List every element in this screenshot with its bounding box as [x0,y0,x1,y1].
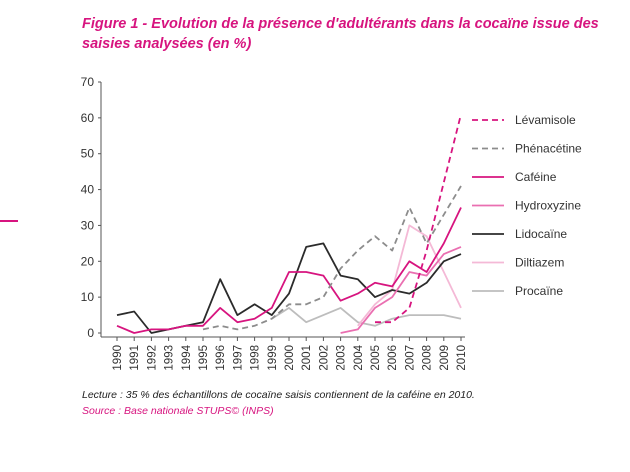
legend-label: Phénacétine [515,142,582,156]
figure-title: Figure 1 - Evolution de la présence d'ad… [82,16,599,52]
legend-label: Lidocaïne [515,227,567,241]
x-tick-label: 2009 [439,345,451,371]
legend-label: Diltiazem [515,256,564,270]
source-note: Source : Base nationale STUPS© (INPS) [82,405,274,417]
chart-axes: 0 10 20 30 40 50 60 70 1990 1991 1992 1993 1994 1995 1… [81,75,468,371]
x-tick-label: 2010 [456,345,468,371]
x-tick-label: 1995 [198,345,210,371]
reading-note: Lecture : 35 % des échantillons de cocaï… [82,389,475,401]
series-line-diltiazem [357,224,462,327]
legend-label: Lévamisole [515,113,576,127]
legend-label: Caféine [515,170,557,184]
x-tick-label: 2005 [370,345,382,371]
legend-label: Procaïne [515,284,563,298]
chart-series [116,114,462,334]
x-tick-label: 1991 [129,345,141,371]
left-accent-mark [0,220,18,222]
y-tick-label: 30 [81,218,95,232]
x-tick-label: 2004 [353,344,365,370]
y-tick-label: 70 [81,75,95,89]
y-tick-label: 20 [81,254,95,268]
y-tick-label: 50 [81,147,95,161]
x-tick-label: 2000 [284,345,296,371]
x-tick-label: 2001 [301,345,313,371]
y-tick-label: 0 [87,326,94,340]
x-tick-label: 1990 [112,345,124,371]
y-tick-label: 10 [81,290,95,304]
x-tick-label: 2006 [387,345,399,371]
x-tick-label: 1997 [232,345,244,371]
y-tick-label: 60 [81,111,95,125]
series-line-procaïne [271,307,462,327]
series-line-caféine [116,207,462,334]
series-line-lévamisole [375,114,462,324]
series-line-phénacétine [202,185,462,331]
x-tick-label: 1993 [164,345,176,371]
x-tick-label: 1999 [267,345,279,371]
series-line-hydroxyzine [340,246,462,334]
x-tick-label: 2002 [318,345,330,371]
x-tick-label: 2008 [422,345,434,371]
y-tick-label: 40 [81,183,95,197]
x-tick-label: 1998 [250,345,262,371]
x-tick-label: 2007 [404,345,416,371]
x-tick-label: 1996 [215,345,227,371]
chart-legend: Lévamisole Phénacétine Caféine Hydroxyzine L… [472,113,582,298]
series-line-lidocaïne [116,242,462,334]
legend-label: Hydroxyzine [515,199,581,213]
x-tick-label: 1994 [181,344,193,370]
x-tick-label: 1992 [146,345,158,371]
x-tick-label: 2003 [336,345,348,371]
